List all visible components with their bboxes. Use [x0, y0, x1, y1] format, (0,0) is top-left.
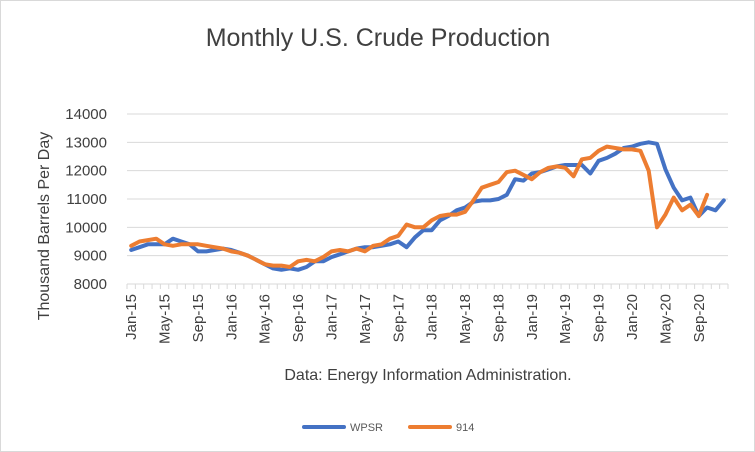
x-tick-label: Jan-20	[624, 294, 641, 340]
x-tick-label: Sep-17	[390, 294, 407, 342]
x-tick-label: May-15	[157, 294, 174, 344]
x-tick-label: May-19	[557, 294, 574, 344]
x-tick-label: Sep-16	[290, 294, 307, 342]
y-tick-label: 10000	[65, 219, 107, 236]
legend: WPSR 914	[302, 422, 474, 434]
x-tick-label: Jan-17	[324, 294, 341, 340]
plot-lines	[129, 140, 726, 272]
x-tick-label: May-16	[257, 294, 274, 344]
x-tick-label: May-18	[457, 294, 474, 344]
x-tick-label: Sep-18	[490, 294, 507, 342]
x-tick-label: May-20	[657, 294, 674, 344]
chart-title: Monthly U.S. Crude Production	[206, 24, 551, 52]
x-tick-label: Sep-20	[691, 294, 708, 342]
y-axis-ticks: 8000 9000 10000 11000 12000 13000 14000	[65, 106, 107, 293]
x-tick-label: Sep-19	[591, 294, 608, 342]
gridlines	[127, 113, 728, 285]
y-tick-label: 8000	[74, 276, 107, 293]
series-line-914	[129, 144, 710, 269]
legend-label: 914	[456, 422, 474, 434]
x-axis-title: Data: Energy Information Administration.	[284, 367, 571, 384]
y-tick-label: 14000	[65, 106, 107, 123]
x-tick-label: Sep-15	[190, 294, 207, 342]
x-axis-tick-marks	[126, 284, 729, 289]
series-line-wpsr	[129, 140, 726, 272]
y-tick-label: 12000	[65, 163, 107, 180]
x-tick-label: Jan-19	[524, 294, 541, 340]
x-axis-ticks: Jan-15 May-15 Sep-15 Jan-16 May-16 Sep-16 Jan-…	[123, 294, 708, 344]
x-tick-label: Jan-18	[424, 294, 441, 340]
y-tick-label: 11000	[66, 191, 107, 208]
y-axis-title: Thousand Barrels Per Day	[36, 132, 53, 321]
x-tick-label: May-17	[357, 294, 374, 344]
x-tick-label: Jan-15	[123, 294, 140, 340]
y-tick-label: 9000	[74, 248, 107, 265]
x-tick-label: Jan-16	[223, 294, 240, 340]
legend-label: WPSR	[350, 422, 383, 434]
y-tick-label: 13000	[65, 134, 107, 151]
